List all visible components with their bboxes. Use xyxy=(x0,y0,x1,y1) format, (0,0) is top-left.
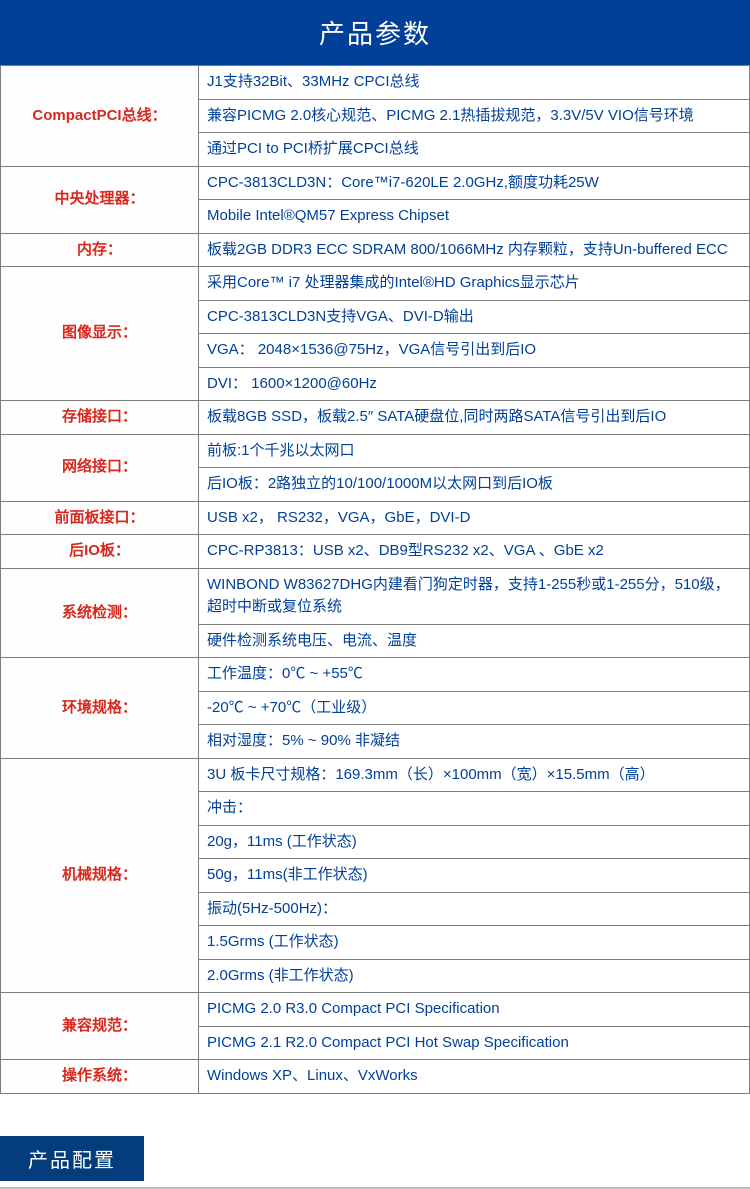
table-row: 内存：板载2GB DDR3 ECC SDRAM 800/1066MHz 内存颗粒… xyxy=(1,233,750,267)
spec-value: 兼容PICMG 2.0核心规范、PICMG 2.1热插拔规范，3.3V/5V V… xyxy=(199,99,750,133)
spec-label: 网络接口： xyxy=(1,434,199,501)
spec-value: 板载8GB SSD，板载2.5″ SATA硬盘位,同时两路SATA信号引出到后I… xyxy=(199,401,750,435)
spec-label: 存储接口： xyxy=(1,401,199,435)
spec-value: WINBOND W83627DHG内建看门狗定时器，支持1-255秒或1-255… xyxy=(199,568,750,624)
spec-label: 机械规格： xyxy=(1,758,199,993)
table-row: 兼容规范：PICMG 2.0 R3.0 Compact PCI Specific… xyxy=(1,993,750,1027)
spec-label: 内存： xyxy=(1,233,199,267)
table-row: 系统检测：WINBOND W83627DHG内建看门狗定时器，支持1-255秒或… xyxy=(1,568,750,624)
table-row: 操作系统：Windows XP、Linux、VxWorks xyxy=(1,1060,750,1094)
spec-label: 后IO板： xyxy=(1,535,199,569)
spec-value: 2.0Grms (非工作状态) xyxy=(199,959,750,993)
spec-value: 采用Core™ i7 处理器集成的Intel®HD Graphics显示芯片 xyxy=(199,267,750,301)
spec-label: 系统检测： xyxy=(1,568,199,658)
table-row: 图像显示：采用Core™ i7 处理器集成的Intel®HD Graphics显… xyxy=(1,267,750,301)
table-row: 环境规格：工作温度：0℃ ~ +55℃ xyxy=(1,658,750,692)
table-row: 存储接口：板载8GB SSD，板载2.5″ SATA硬盘位,同时两路SATA信号… xyxy=(1,401,750,435)
spec-value: CPC-3813CLD3N支持VGA、DVI-D输出 xyxy=(199,300,750,334)
spec-table: CompactPCI总线：J1支持32Bit、33MHz CPCI总线兼容PIC… xyxy=(0,65,750,1094)
table-row: 网络接口：前板:1个千兆以太网口 xyxy=(1,434,750,468)
spec-value: J1支持32Bit、33MHz CPCI总线 xyxy=(199,66,750,100)
spec-label: CompactPCI总线： xyxy=(1,66,199,167)
spec-value: 工作温度：0℃ ~ +55℃ xyxy=(199,658,750,692)
section-tag-wrapper: 产品配置 xyxy=(0,1136,750,1189)
spec-label: 前面板接口： xyxy=(1,501,199,535)
spec-value: 50g，11ms(非工作状态) xyxy=(199,859,750,893)
spec-value: 冲击： xyxy=(199,792,750,826)
spec-value: USB x2， RS232，VGA，GbE，DVI-D xyxy=(199,501,750,535)
table-row: 中央处理器：CPC-3813CLD3N：Core™i7-620LE 2.0GHz… xyxy=(1,166,750,200)
spec-value: VGA： 2048×1536@75Hz，VGA信号引出到后IO xyxy=(199,334,750,368)
spec-value: 通过PCI to PCI桥扩展CPCI总线 xyxy=(199,133,750,167)
spec-value: Windows XP、Linux、VxWorks xyxy=(199,1060,750,1094)
spec-value: 1.5Grms (工作状态) xyxy=(199,926,750,960)
spec-value: DVI： 1600×1200@60Hz xyxy=(199,367,750,401)
spec-label: 操作系统： xyxy=(1,1060,199,1094)
section-tag: 产品配置 xyxy=(0,1136,144,1181)
spec-value: PICMG 2.1 R2.0 Compact PCI Hot Swap Spec… xyxy=(199,1026,750,1060)
spec-value: 20g，11ms (工作状态) xyxy=(199,825,750,859)
spec-value: 前板:1个千兆以太网口 xyxy=(199,434,750,468)
table-row: 后IO板：CPC-RP3813：USB x2、DB9型RS232 x2、VGA … xyxy=(1,535,750,569)
spec-value: 相对湿度：5% ~ 90% 非凝结 xyxy=(199,725,750,759)
header-title: 产品参数 xyxy=(0,0,750,65)
spec-value: 3U 板卡尺寸规格：169.3mm（长）×100mm（宽）×15.5mm（高） xyxy=(199,758,750,792)
spec-label: 图像显示： xyxy=(1,267,199,401)
table-row: 机械规格：3U 板卡尺寸规格：169.3mm（长）×100mm（宽）×15.5m… xyxy=(1,758,750,792)
table-row: 前面板接口：USB x2， RS232，VGA，GbE，DVI-D xyxy=(1,501,750,535)
spec-value: PICMG 2.0 R3.0 Compact PCI Specification xyxy=(199,993,750,1027)
spec-value: 板载2GB DDR3 ECC SDRAM 800/1066MHz 内存颗粒，支持… xyxy=(199,233,750,267)
spec-value: 硬件检测系统电压、电流、温度 xyxy=(199,624,750,658)
spec-container: 产品参数 CompactPCI总线：J1支持32Bit、33MHz CPCI总线… xyxy=(0,0,750,1189)
spec-value: CPC-RP3813：USB x2、DB9型RS232 x2、VGA 、GbE … xyxy=(199,535,750,569)
spec-value: 后IO板：2路独立的10/100/1000M以太网口到后IO板 xyxy=(199,468,750,502)
spec-label: 环境规格： xyxy=(1,658,199,759)
table-row: CompactPCI总线：J1支持32Bit、33MHz CPCI总线 xyxy=(1,66,750,100)
spec-value: Mobile Intel®QM57 Express Chipset xyxy=(199,200,750,234)
spec-value: 振动(5Hz-500Hz)： xyxy=(199,892,750,926)
spec-label: 中央处理器： xyxy=(1,166,199,233)
spec-value: CPC-3813CLD3N：Core™i7-620LE 2.0GHz,额度功耗2… xyxy=(199,166,750,200)
spec-value: -20℃ ~ +70℃（工业级） xyxy=(199,691,750,725)
